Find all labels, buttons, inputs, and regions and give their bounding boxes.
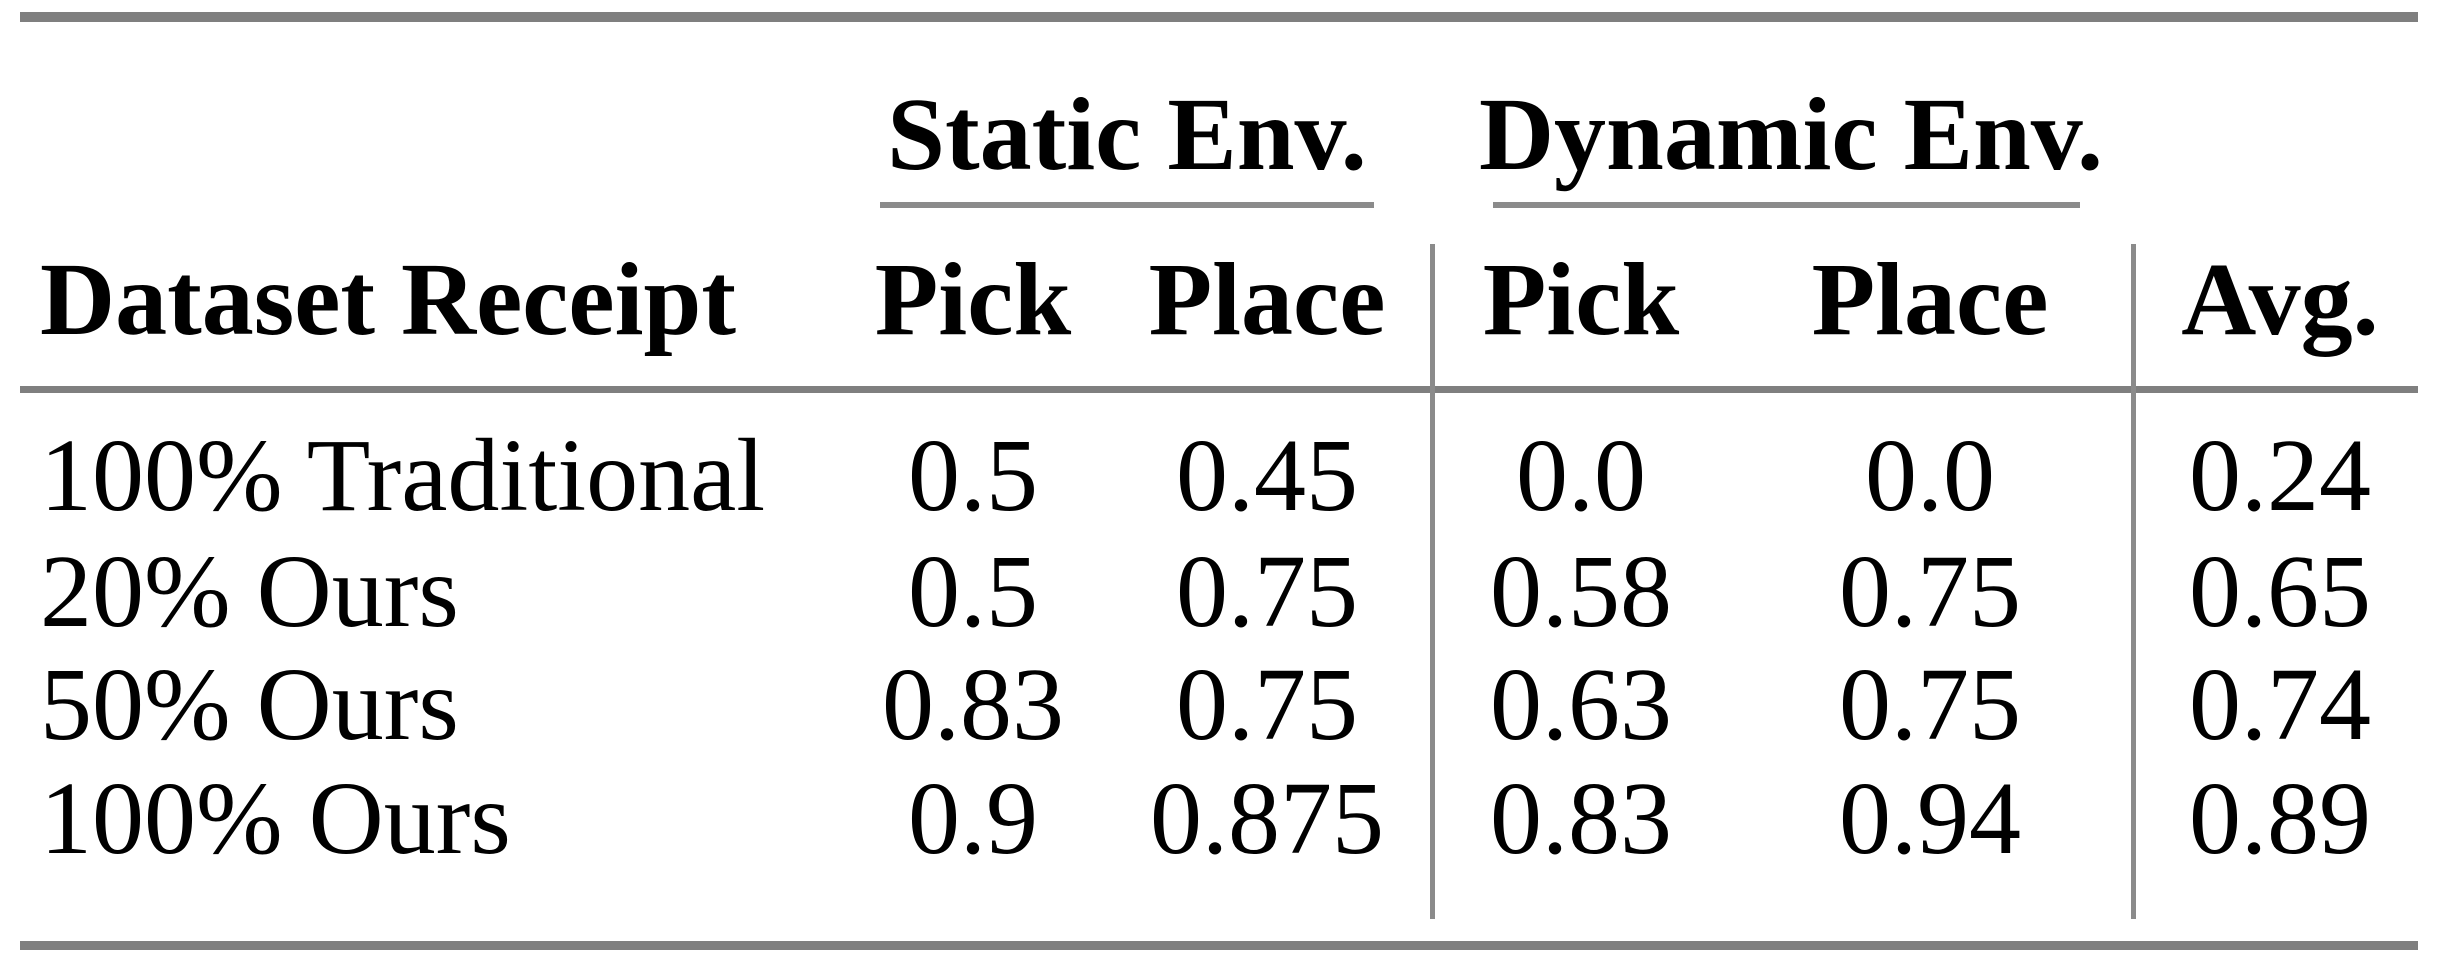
value-cell: 0.5 [908,418,1038,533]
column-header-avg: Avg. [2181,242,2379,357]
value-cell: 0.75 [1839,647,2021,762]
column-header-static-place: Place [1148,242,1386,357]
group-header-dynamic-env: Dynamic Env. [1478,77,2104,192]
header-midrule [20,386,2418,393]
value-cell: 0.74 [2189,647,2371,762]
row-label: 100% Traditional [40,418,766,533]
value-cell: 0.5 [908,534,1038,649]
value-cell: 0.75 [1176,534,1358,649]
value-cell: 0.875 [1150,761,1384,876]
value-cell: 0.89 [2189,761,2371,876]
value-cell: 0.75 [1176,647,1358,762]
value-cell: 0.58 [1490,534,1672,649]
column-header-row: Dataset Receipt Pick Place Pick Place Av… [0,240,2440,360]
table-row: 100% Traditional 0.5 0.45 0.0 0.0 0.24 [0,416,2440,536]
table-row: 50% Ours 0.83 0.75 0.63 0.75 0.74 [0,645,2440,765]
value-cell: 0.75 [1839,534,2021,649]
row-label: 100% Ours [40,761,511,876]
static-dynamic-separator [1430,244,1435,919]
column-header-dynamic-place: Place [1811,242,2049,357]
column-header-static-pick: Pick [874,242,1072,357]
row-label: 50% Ours [40,647,459,762]
value-cell: 0.0 [1516,418,1646,533]
bottom-rule [20,941,2418,950]
value-cell: 0.83 [1490,761,1672,876]
static-env-cmidrule [880,202,1374,208]
value-cell: 0.94 [1839,761,2021,876]
column-header-dataset-receipt: Dataset Receipt [40,242,736,357]
value-cell: 0.65 [2189,534,2371,649]
value-cell: 0.45 [1176,418,1358,533]
value-cell: 0.9 [908,761,1038,876]
dynamic-env-cmidrule [1493,202,2080,208]
row-label: 20% Ours [40,534,459,649]
table-row: 20% Ours 0.5 0.75 0.58 0.75 0.65 [0,532,2440,652]
avg-separator [2131,244,2136,919]
value-cell: 0.83 [882,647,1064,762]
table-row: 100% Ours 0.9 0.875 0.83 0.94 0.89 [0,759,2440,879]
value-cell: 0.0 [1865,418,1995,533]
top-rule [20,12,2418,22]
column-header-dynamic-pick: Pick [1482,242,1680,357]
group-header-row: Static Env. Dynamic Env. [0,75,2440,195]
value-cell: 0.24 [2189,418,2371,533]
group-header-static-env: Static Env. [887,77,1367,192]
value-cell: 0.63 [1490,647,1672,762]
